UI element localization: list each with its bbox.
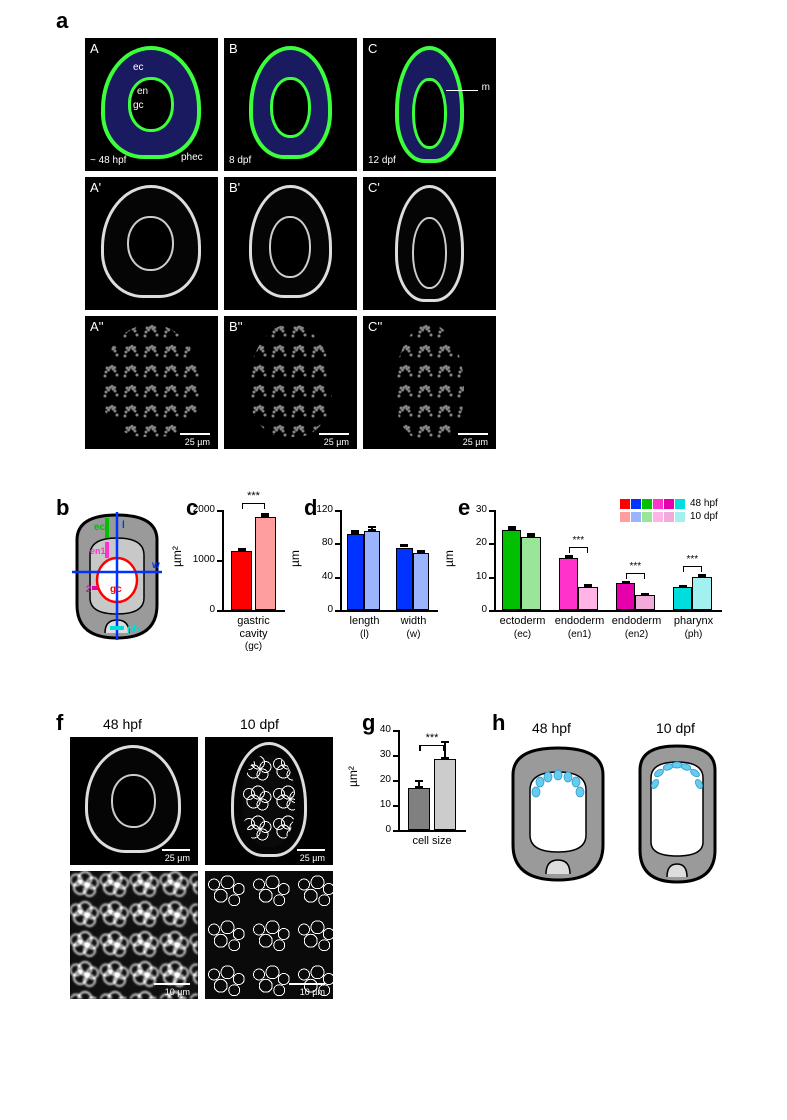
micrograph-B: B 8 dpf [224, 38, 357, 171]
tag-A: A [90, 41, 99, 56]
time-B: 8 dpf [229, 155, 251, 166]
annot-ec: ec [133, 62, 144, 73]
micrograph-A1: A' [85, 177, 218, 310]
f-10-bot: 10 µm [205, 871, 333, 999]
scalebar [319, 433, 349, 435]
f-10-top: 25 µm [205, 737, 333, 865]
tag-C1: C' [368, 180, 380, 195]
scalebar [458, 433, 488, 435]
svg-text:l: l [122, 520, 125, 531]
scale-label-C2: 25 µm [463, 437, 488, 447]
micrograph-B1: B' [224, 177, 357, 310]
annot-m: m [482, 82, 490, 93]
svg-text:w: w [151, 560, 160, 571]
time-C: 12 dpf [368, 155, 396, 166]
svg-text:ph: ph [127, 624, 139, 635]
pointer-m [446, 90, 478, 91]
tag-B2: B'' [229, 319, 243, 334]
f-48-bot: 10 µm [70, 871, 198, 999]
legend-e: 48 hpf 10 dpf [620, 498, 718, 522]
panel-label-f: f [56, 710, 63, 736]
panel-label-a: a [56, 8, 68, 34]
svg-text:gc: gc [110, 584, 122, 595]
diagram-b: ec l en1 2 w gc ph [62, 510, 172, 645]
annot-en: en [137, 86, 148, 97]
scalebar [180, 433, 210, 435]
legend-48hpf: 48 hpf [690, 498, 718, 509]
tag-A2: A'' [90, 319, 104, 334]
micrograph-C2: C'' 25 µm [363, 316, 496, 449]
scale-label-A2: 25 µm [185, 437, 210, 447]
h-diagram-10 [625, 740, 730, 890]
tag-B1: B' [229, 180, 240, 195]
chart-g: 010203040µm²***cell size [362, 730, 472, 880]
svg-text:ec: ec [94, 522, 106, 533]
micrograph-B2: B'' 25 µm [224, 316, 357, 449]
tag-C2: C'' [368, 319, 382, 334]
annot-gc: gc [133, 100, 144, 111]
legend-10dpf: 10 dpf [690, 511, 718, 522]
micrograph-C1: C' [363, 177, 496, 310]
annot-phec: phec [181, 152, 203, 163]
f-label-48hpf: 48 hpf [103, 716, 142, 732]
time-A: ~ 48 hpf [90, 155, 126, 166]
f-label-10dpf: 10 dpf [240, 716, 279, 732]
micrograph-C: C m 12 dpf [363, 38, 496, 171]
micrograph-A2: A'' 25 µm [85, 316, 218, 449]
svg-text:2: 2 [86, 584, 91, 594]
tag-B: B [229, 41, 238, 56]
h-label-48hpf: 48 hpf [532, 720, 571, 736]
micrograph-A: A ec en gc phec ~ 48 hpf [85, 38, 218, 171]
h-diagram-48 [498, 740, 618, 890]
chart-d: 04080120µmlength(l)width(w) [304, 510, 444, 650]
tag-A1: A' [90, 180, 101, 195]
f-48-top: 25 µm [70, 737, 198, 865]
scale-label-B2: 25 µm [324, 437, 349, 447]
h-label-10dpf: 10 dpf [656, 720, 695, 736]
svg-text:en1: en1 [90, 546, 106, 556]
panel-label-h: h [492, 710, 505, 736]
chart-c: 010002000µm²***gastric cavity(gc) [186, 510, 291, 650]
chart-e: 0102030µmectoderm(ec)***endoderm(en1)***… [458, 510, 728, 650]
tag-C: C [368, 41, 377, 56]
